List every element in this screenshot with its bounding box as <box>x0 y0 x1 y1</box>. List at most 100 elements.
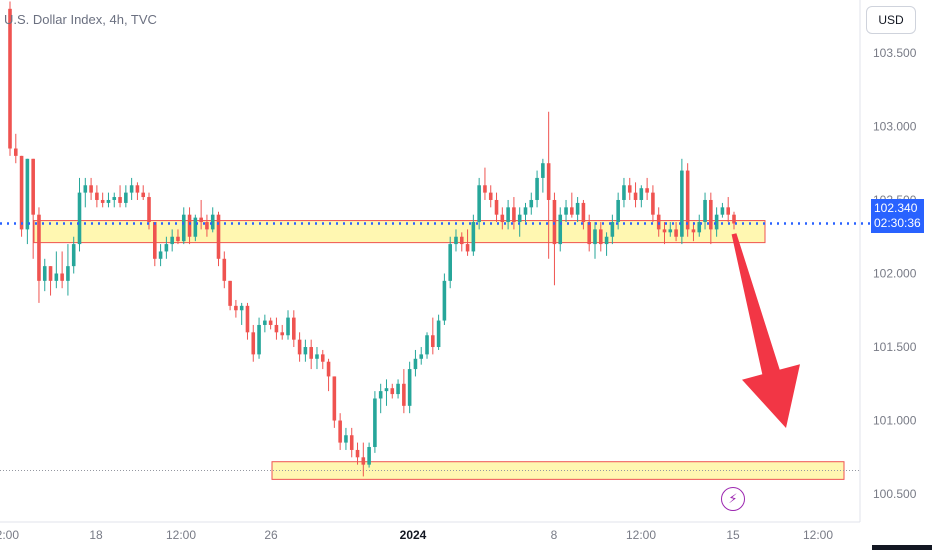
candle-body <box>106 199 111 203</box>
candle-body <box>703 199 707 223</box>
x-tick-label: 12:00 <box>626 528 656 542</box>
candle-body <box>71 244 76 267</box>
candle-body <box>83 185 88 193</box>
candle-body <box>60 273 64 281</box>
countdown-timer: 02:30:36 <box>874 216 921 230</box>
candle-body <box>187 214 192 237</box>
candle-body <box>280 332 285 336</box>
candle-body <box>100 199 105 203</box>
candle-body <box>251 332 256 355</box>
candle-body <box>494 199 499 215</box>
candle-body <box>564 207 568 215</box>
candle-body <box>442 280 447 321</box>
lightning-icon[interactable]: ⚡ <box>721 487 745 511</box>
candle-body <box>402 383 406 406</box>
candle-body <box>627 185 632 193</box>
candle-body <box>622 185 626 200</box>
candle-body <box>205 222 209 230</box>
candle-body <box>118 197 122 203</box>
candle-body <box>135 185 140 193</box>
candle-body <box>66 266 70 281</box>
candle-body <box>129 185 134 193</box>
candle-body <box>465 244 470 252</box>
candle-body <box>454 236 458 245</box>
candle-body <box>459 236 464 245</box>
candle-body <box>523 207 528 215</box>
candle-body <box>274 324 279 333</box>
candle-body <box>332 376 337 421</box>
candle-body <box>263 320 267 325</box>
last-price-value: 102.340 <box>874 201 918 215</box>
candle-body <box>320 354 325 362</box>
x-tick-label: 26 <box>264 528 278 542</box>
candle-body <box>610 222 615 237</box>
candle-body <box>384 388 389 392</box>
x-tick-label: 15 <box>726 528 740 542</box>
candle-body <box>604 236 609 245</box>
candle-body <box>286 317 290 336</box>
candle-body <box>535 177 539 200</box>
candle-body <box>176 236 180 242</box>
candle-body <box>77 192 82 245</box>
candle-body <box>245 305 250 333</box>
candle-body <box>390 388 395 395</box>
candle-body <box>19 155 24 230</box>
candle-body <box>153 222 157 259</box>
candle-body <box>483 185 487 193</box>
candle-body <box>656 214 661 230</box>
y-tick-label: 103.000 <box>873 119 917 133</box>
candle-body <box>193 217 198 237</box>
candle-body <box>164 244 169 252</box>
x-tick-label: 2024 <box>400 528 427 542</box>
candle-body <box>13 148 18 156</box>
candle-body <box>37 214 41 281</box>
candle-body <box>431 335 435 348</box>
last-price-tag: 102.340 02:30:36 <box>871 199 924 233</box>
candle-body <box>732 214 736 224</box>
candle-body <box>575 202 580 215</box>
corner-bar <box>872 545 932 550</box>
candle-body <box>616 199 620 223</box>
candle-body <box>309 347 313 359</box>
candle-body <box>8 8 12 149</box>
candle-body <box>234 305 238 311</box>
candle-body <box>471 222 476 252</box>
candle-body <box>529 199 534 208</box>
candle-body <box>691 229 696 233</box>
candle-body <box>570 207 574 215</box>
candle-body <box>349 435 354 450</box>
candle-body <box>326 361 331 377</box>
candle-body <box>124 192 128 203</box>
candle-body <box>378 391 383 399</box>
candle-body <box>344 435 348 443</box>
candle-body <box>170 236 174 245</box>
candle-body <box>216 214 221 259</box>
candle-body <box>593 229 597 245</box>
candle-body <box>396 383 400 395</box>
x-tick-label: 12:00 <box>0 528 19 542</box>
candle-body <box>645 188 649 193</box>
candle-body <box>315 354 319 359</box>
candle-body <box>552 199 557 245</box>
candle-body <box>697 222 702 233</box>
y-tick-label: 101.000 <box>873 414 917 428</box>
currency-button[interactable]: USD <box>866 6 916 34</box>
candle-body <box>714 214 719 230</box>
y-tick-label: 103.500 <box>873 46 917 60</box>
candle-body <box>222 258 227 281</box>
candle-body <box>720 207 725 215</box>
chart-title: U.S. Dollar Index, 4h, TVC <box>4 12 157 27</box>
y-tick-label: 100.500 <box>873 487 917 501</box>
candle-body <box>633 192 638 200</box>
candle-body <box>31 158 35 215</box>
candle-body <box>292 317 296 340</box>
y-tick-label: 101.500 <box>873 340 917 354</box>
candle-body <box>709 199 713 230</box>
candle-body <box>338 420 342 443</box>
candle-body <box>413 358 418 370</box>
candle-body <box>517 214 522 223</box>
candle-body <box>257 324 261 355</box>
candle-body <box>500 214 505 223</box>
